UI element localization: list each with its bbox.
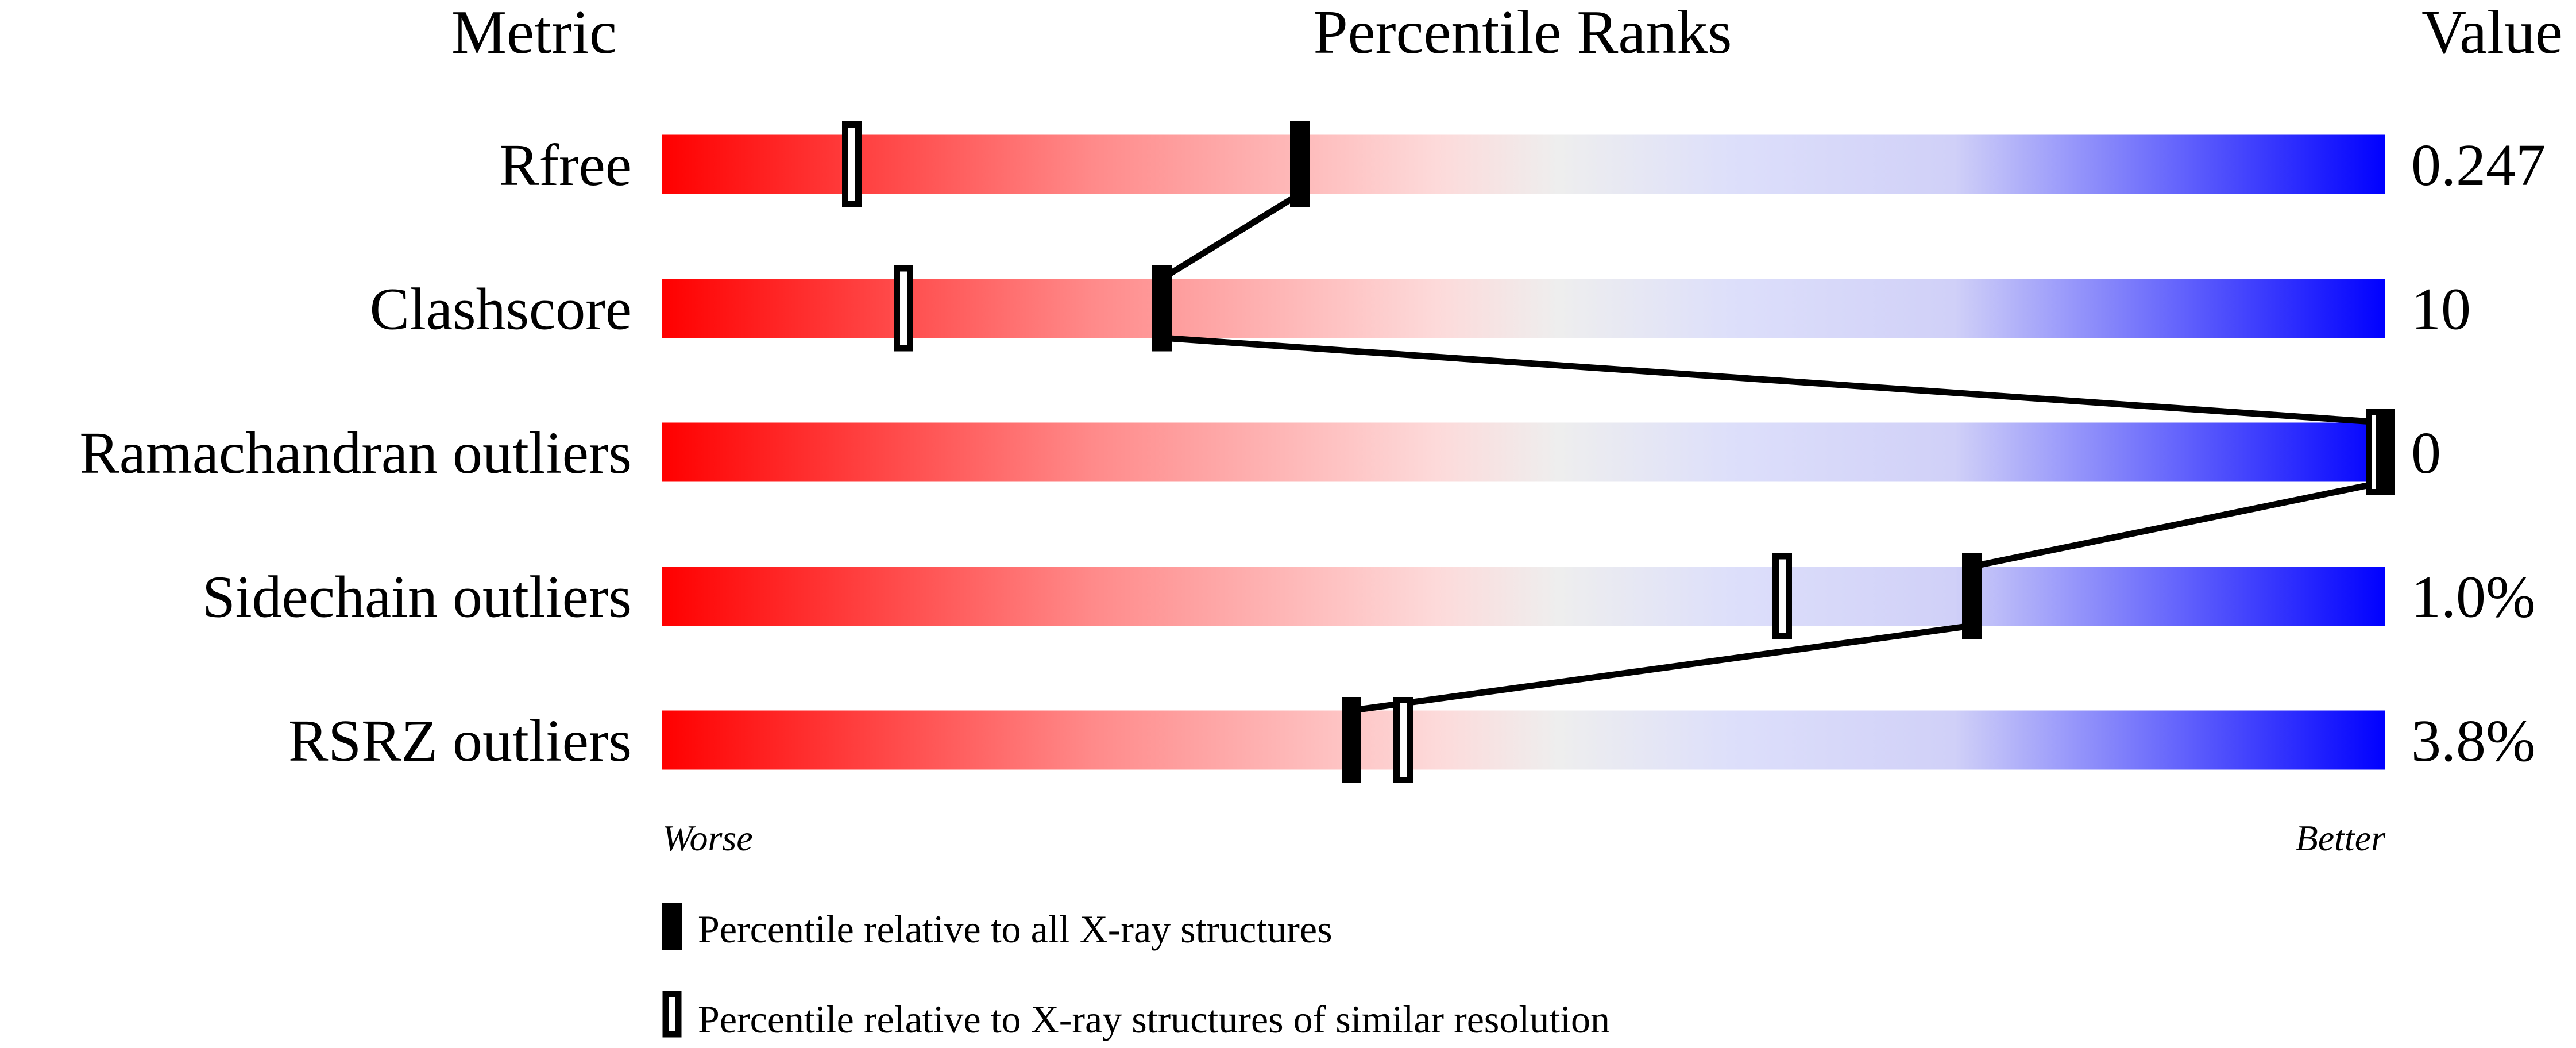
metric-label: Rfree	[499, 132, 632, 198]
connector-line	[1351, 622, 1972, 714]
metric-value: 3.8%	[2411, 708, 2536, 774]
similar-resolution-marker	[1772, 553, 1792, 639]
header-value: Value	[2421, 0, 2563, 67]
similar-resolution-marker	[1393, 697, 1413, 783]
connector-line	[1161, 334, 2386, 426]
all-structures-marker	[1152, 265, 1172, 352]
legend-filled-marker-icon	[662, 903, 682, 950]
percentile-bar	[662, 134, 2385, 194]
metric-rows: Rfree 0.247 Clashscore 10 Ramachandran outli…	[79, 121, 2546, 783]
header-percentile-ranks: Percentile Ranks	[1314, 0, 1732, 67]
metric-value: 0.247	[2411, 132, 2546, 198]
metric-value: 10	[2411, 276, 2471, 342]
metric-value: 1.0%	[2411, 564, 2536, 630]
connector-line	[1160, 191, 1301, 282]
similar-resolution-marker	[842, 121, 862, 207]
metric-label: Sidechain outliers	[202, 564, 632, 630]
metric-label: Ramachandran outliers	[79, 420, 632, 486]
similar-resolution-marker	[894, 265, 913, 352]
axis-label-worse: Worse	[662, 818, 753, 858]
percentile-bar	[662, 279, 2385, 338]
metric-label: Clashscore	[370, 276, 632, 342]
percentile-bar	[662, 710, 2385, 770]
all-structures-marker	[1962, 553, 1982, 639]
connector-line	[1971, 479, 2386, 570]
axis-label-better: Better	[2296, 818, 2386, 858]
percentile-bar	[662, 567, 2385, 626]
header-metric: Metric	[451, 0, 617, 67]
percentile-bar	[662, 422, 2385, 482]
all-structures-marker	[1342, 697, 1361, 783]
legend-all-structures: Percentile relative to all X-ray structu…	[698, 907, 1333, 951]
legend-open-marker-icon	[662, 991, 682, 1038]
metric-label: RSRZ outliers	[288, 708, 632, 774]
legend-similar-resolution: Percentile relative to X-ray structures …	[698, 997, 1610, 1041]
all-structures-marker	[2376, 409, 2395, 495]
metric-value: 0	[2411, 420, 2441, 486]
all-structures-marker	[1290, 121, 1310, 207]
